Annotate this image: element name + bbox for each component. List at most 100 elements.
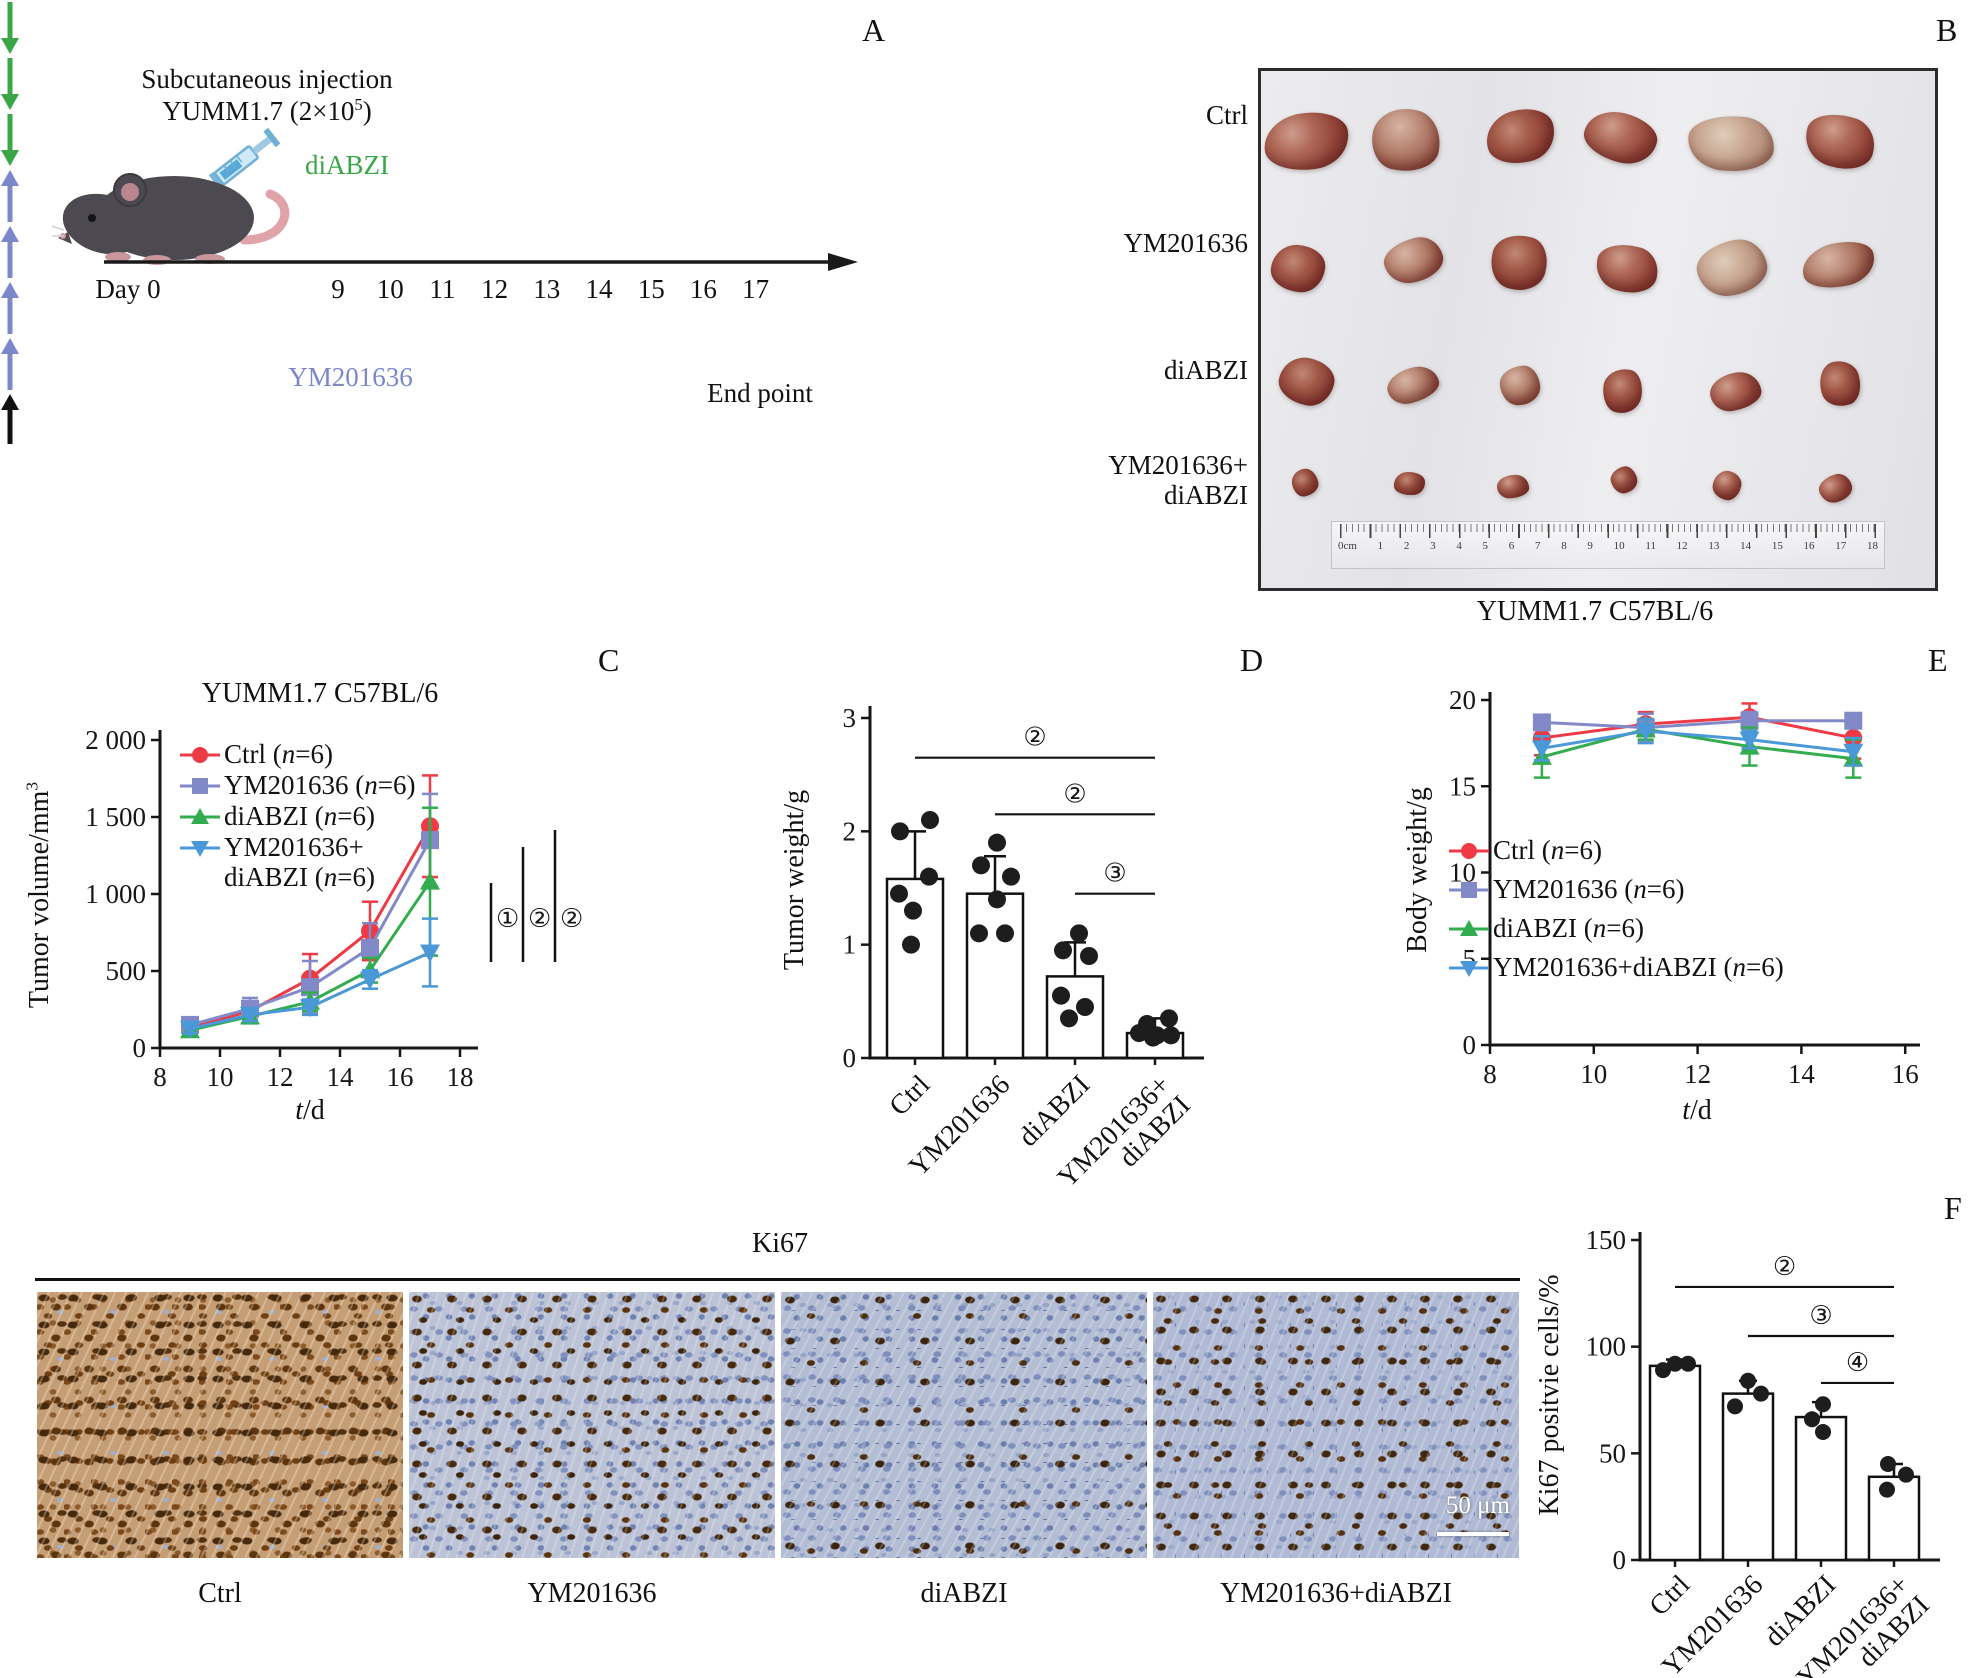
day-tick-10: 10 <box>376 274 404 304</box>
tumor-row3-col6 <box>1815 357 1864 410</box>
sig-label: ② <box>560 904 583 933</box>
marker-triangle-down <box>1635 723 1656 742</box>
marker-square <box>361 938 379 957</box>
ruler-number: 2 <box>1403 540 1410 552</box>
tumor-row4-col5 <box>1710 468 1745 503</box>
ym-arrow-day11 <box>0 224 20 280</box>
ihc-image-ym <box>409 1292 775 1558</box>
x-tick-label: 10 <box>207 1062 234 1092</box>
sig-label: ② <box>1023 723 1046 752</box>
panel-label-a: A <box>862 12 886 48</box>
tumor-row3-col2 <box>1382 361 1443 409</box>
day-tick-9: 9 <box>331 274 345 304</box>
ruler-number: 14 <box>1740 540 1752 552</box>
chart-c-y-axis-label: Tumor volume/mm3 <box>22 781 55 1009</box>
y-ticks: 0 50 100 150 <box>1586 1225 1640 1575</box>
marker-triangle-down <box>1460 961 1478 978</box>
tumor-row2-col1 <box>1269 243 1327 294</box>
marker-square <box>1532 713 1551 732</box>
legend-entry-1: YM201636 (n=6) <box>1447 874 1784 904</box>
day-tick-13: 13 <box>533 274 561 304</box>
day-tick-11: 11 <box>429 274 456 304</box>
sig-label: ② <box>1773 1252 1796 1281</box>
tumor-row2-col3 <box>1484 228 1553 296</box>
marker-triangle-down <box>191 841 209 858</box>
marker-triangle-up <box>1460 920 1478 937</box>
tumor-row3-col5 <box>1707 368 1765 415</box>
ihc-image-combo <box>1153 1292 1519 1558</box>
ruler-number: 5 <box>1482 540 1489 552</box>
tumor-row4-col2 <box>1393 471 1426 496</box>
marker-triangle-down <box>180 1020 200 1039</box>
ruler-number: 18 <box>1866 540 1878 552</box>
ihc-divider <box>35 1278 1520 1281</box>
y-tick-label: 50 <box>1599 1438 1626 1468</box>
ruler-number: 16 <box>1803 540 1815 552</box>
x-tick-label: 14 <box>1788 1059 1816 1089</box>
y-tick-label: 20 <box>1449 685 1476 715</box>
ruler-number: 3 <box>1430 540 1436 552</box>
ki67-chart: 0 50 100 150 ② ③ ④ <box>1540 1190 1985 1612</box>
x-tick-label: 12 <box>1684 1059 1711 1089</box>
chart-c-title: YUMM1.7 C57BL/6 <box>201 678 439 709</box>
ihc-label-ym: YM201636 <box>527 1578 657 1609</box>
y-tick-label: 100 <box>1586 1332 1627 1362</box>
panel-label-b: B <box>1936 12 1958 48</box>
series-3 <box>180 917 440 1039</box>
marker-square <box>1740 711 1759 730</box>
tumor-row1-col4 <box>1579 104 1663 170</box>
bar <box>1648 1364 1702 1562</box>
bar <box>1794 1415 1848 1562</box>
sig-label: ② <box>528 904 551 933</box>
tumor-row2-col4 <box>1591 237 1663 299</box>
x-tick-label: 14 <box>327 1062 355 1092</box>
data-points <box>1655 1355 1914 1498</box>
sig-label: ③ <box>1809 1301 1832 1330</box>
ihc-image-ctrl <box>37 1292 403 1558</box>
y-tick-label: 150 <box>1586 1225 1627 1255</box>
tumor-row4-col1 <box>1289 466 1321 499</box>
legend-entry-3: YM201636+diABZI (n=6) <box>1447 953 1784 982</box>
diabzi-arrow-day15 <box>0 112 20 168</box>
y-tick-label: 1 000 <box>85 879 146 909</box>
tumor-row1-col3 <box>1480 102 1561 171</box>
timeline-ym-label: YM201636 <box>288 362 413 392</box>
tumor-row1-col1 <box>1260 106 1353 177</box>
legend-entry-3: YM201636+diABZI (n=6) <box>178 833 415 891</box>
marker-triangle-down <box>1739 731 1760 750</box>
data-points <box>890 811 1180 1047</box>
ruler-number: 6 <box>1508 540 1515 552</box>
ruler-number: 8 <box>1561 540 1567 552</box>
diabzi-arrow-day12 <box>0 56 20 112</box>
photo-row-label-diabzi: diABZI <box>1164 355 1248 385</box>
ruler-number: 17 <box>1835 540 1847 552</box>
tumor-row1-col5 <box>1686 113 1776 175</box>
sig-label: ① <box>496 904 519 933</box>
tumor-row3-col3 <box>1498 364 1542 408</box>
tumor-row4-col3 <box>1496 473 1530 499</box>
significance-lines: ②② ③ <box>915 723 1155 895</box>
significance-lines: ②③④ <box>1675 1252 1894 1385</box>
tumor-row2-col6 <box>1798 235 1880 295</box>
ym-arrow-day13 <box>0 280 20 336</box>
chart-e-x-axis-label: t/d <box>1682 1095 1712 1126</box>
ruler-number: 15 <box>1771 540 1783 552</box>
day-tick-16: 16 <box>689 274 717 304</box>
sig-label: ④ <box>1846 1348 1869 1377</box>
ym-arrow-day15 <box>0 336 20 392</box>
y-tick-label: 0 <box>133 1033 147 1063</box>
legend-entry-2: diABZI (n=6) <box>178 802 415 831</box>
y-tick-label: 0 <box>1463 1030 1477 1060</box>
timeline-diabzi-label: diABZI <box>305 150 389 180</box>
chart-c-x-axis-label: t/d <box>295 1095 325 1126</box>
injection-title-line1: Subcutaneous injection <box>141 64 393 94</box>
marker-triangle-up <box>191 808 209 825</box>
y-ticks: 0 1 2 3 <box>843 703 870 1073</box>
bars <box>1648 1358 1921 1567</box>
photo-caption: YUMM1.7 C57BL/6 <box>1476 596 1714 627</box>
ym-arrow-day9 <box>0 168 20 224</box>
marker-circle <box>192 747 208 763</box>
panel-label-d: D <box>1240 642 1264 678</box>
